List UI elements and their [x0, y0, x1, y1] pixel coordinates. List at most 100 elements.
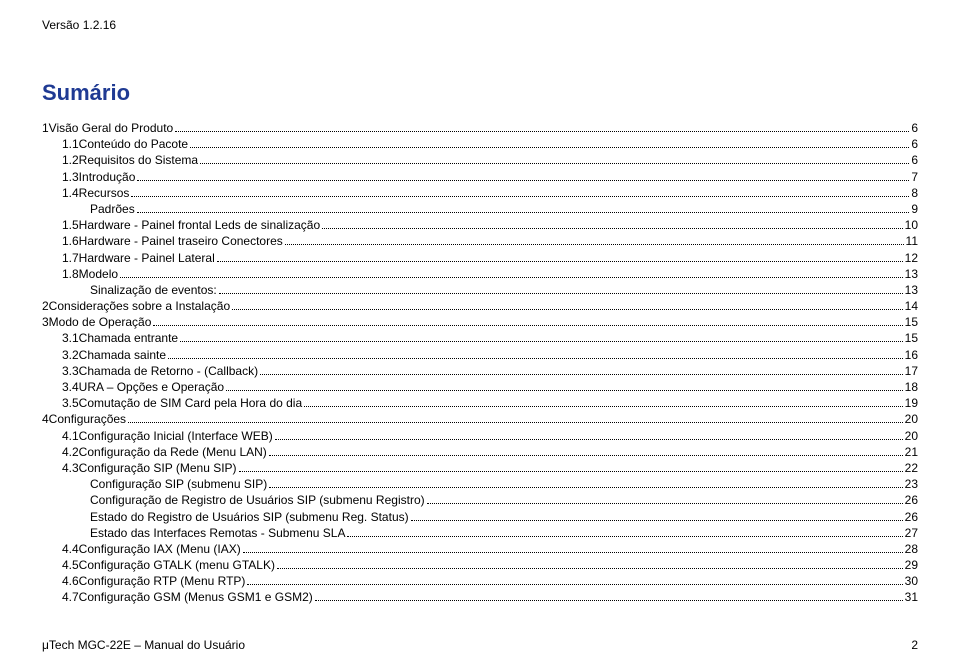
toc-label: 1.3Introdução [62, 169, 135, 185]
toc-label: Sinalização de eventos: [90, 282, 217, 298]
toc-dot-leader [277, 560, 903, 569]
toc-row: Sinalização de eventos: 13 [42, 282, 918, 298]
toc-dot-leader [411, 511, 903, 520]
toc-label: 4.3Configuração SIP (Menu SIP) [62, 460, 237, 476]
toc-row: Estado das Interfaces Remotas - Submenu … [42, 525, 918, 541]
toc-dot-leader [315, 592, 903, 601]
toc-row: 4.3Configuração SIP (Menu SIP) 22 [42, 460, 918, 476]
toc-label: 4.2Configuração da Rede (Menu LAN) [62, 444, 267, 460]
toc-dot-leader [269, 479, 902, 488]
toc-page-number: 31 [905, 589, 918, 605]
toc-page-number: 28 [905, 541, 918, 557]
toc-dot-leader [226, 382, 903, 391]
toc-dot-leader [180, 333, 903, 342]
toc-page-number: 22 [905, 460, 918, 476]
toc-label: 1.7Hardware - Painel Lateral [62, 250, 215, 266]
toc-page-number: 15 [905, 314, 918, 330]
toc-row: 1.1Conteúdo do Pacote 6 [42, 136, 918, 152]
toc-page-number: 27 [905, 525, 918, 541]
toc-label: 4.4Configuração IAX (Menu (IAX) [62, 541, 241, 557]
toc-dot-leader [285, 236, 904, 245]
toc-dot-leader [304, 398, 903, 407]
toc-label: 1.2Requisitos do Sistema [62, 152, 198, 168]
toc-page-number: 16 [905, 347, 918, 363]
toc-page-number: 13 [905, 282, 918, 298]
toc-row: 1.7Hardware - Painel Lateral 12 [42, 250, 918, 266]
toc-row: 3Modo de Operação 15 [42, 314, 918, 330]
table-of-contents: 1Visão Geral do Produto61.1Conteúdo do P… [42, 120, 918, 606]
toc-dot-leader [322, 220, 902, 229]
toc-row: 4.6Configuração RTP (Menu RTP)30 [42, 573, 918, 589]
toc-dot-leader [269, 446, 903, 455]
toc-page-number: 10 [905, 217, 918, 233]
toc-page-number: 18 [905, 379, 918, 395]
toc-dot-leader [219, 284, 903, 293]
toc-page-number: 6 [911, 152, 918, 168]
toc-row: 3.3Chamada de Retorno - (Callback)17 [42, 363, 918, 379]
toc-dot-leader [137, 204, 910, 213]
toc-row: 2Considerações sobre a Instalação 14 [42, 298, 918, 314]
toc-row: 4.7Configuração GSM (Menus GSM1 e GSM2) 3… [42, 589, 918, 605]
toc-dot-leader [260, 365, 903, 374]
toc-row: 1.2Requisitos do Sistema 6 [42, 152, 918, 168]
toc-dot-leader [427, 495, 903, 504]
toc-page-number: 6 [911, 136, 918, 152]
toc-dot-leader [120, 268, 903, 277]
toc-row: Estado do Registro de Usuários SIP (subm… [42, 509, 918, 525]
toc-page-number: 26 [905, 492, 918, 508]
toc-label: 1.1Conteúdo do Pacote [62, 136, 188, 152]
toc-dot-leader [239, 463, 903, 472]
toc-dot-leader [131, 187, 909, 196]
toc-row: 4.1Configuração Inicial (Interface WEB)2… [42, 428, 918, 444]
toc-label: 3Modo de Operação [42, 314, 151, 330]
toc-page-number: 7 [911, 169, 918, 185]
toc-page-number: 20 [905, 411, 918, 427]
toc-label: Padrões [90, 201, 135, 217]
toc-dot-leader [153, 317, 902, 326]
toc-label: 4.6Configuração RTP (Menu RTP) [62, 573, 245, 589]
toc-page-number: 21 [905, 444, 918, 460]
toc-page-number: 26 [905, 509, 918, 525]
toc-dot-leader [137, 171, 909, 180]
toc-dot-leader [243, 543, 903, 552]
toc-row: 1.3Introdução 7 [42, 169, 918, 185]
toc-dot-leader [168, 349, 903, 358]
toc-dot-leader [275, 430, 903, 439]
toc-row: 4.5Configuração GTALK (menu GTALK)29 [42, 557, 918, 573]
toc-row: 3.2Chamada sainte16 [42, 347, 918, 363]
toc-dot-leader [247, 576, 902, 585]
toc-title: Sumário [42, 80, 918, 106]
toc-page-number: 12 [905, 250, 918, 266]
toc-page-number: 8 [911, 185, 918, 201]
toc-label: 2Considerações sobre a Instalação [42, 298, 230, 314]
toc-page-number: 23 [905, 476, 918, 492]
toc-row: 1.4Recursos 8 [42, 185, 918, 201]
toc-row: 3.1Chamada entrante15 [42, 330, 918, 346]
toc-dot-leader [347, 527, 902, 536]
toc-label: 1.4Recursos [62, 185, 129, 201]
toc-row: 4Configurações 20 [42, 411, 918, 427]
toc-page-number: 20 [905, 428, 918, 444]
toc-label: 4.5Configuração GTALK (menu GTALK) [62, 557, 275, 573]
toc-page-number: 6 [911, 120, 918, 136]
toc-label: 3.3Chamada de Retorno - (Callback) [62, 363, 258, 379]
toc-label: Configuração SIP (submenu SIP) [90, 476, 267, 492]
toc-label: 4.7Configuração GSM (Menus GSM1 e GSM2) [62, 589, 313, 605]
toc-label: 4Configurações [42, 411, 126, 427]
toc-dot-leader [128, 414, 903, 423]
toc-row: 1.5Hardware - Painel frontal Leds de sin… [42, 217, 918, 233]
footer-page-number: 2 [911, 638, 918, 652]
toc-label: 1.6Hardware - Painel traseiro Conectores [62, 233, 283, 249]
document-page: Versão 1.2.16 Sumário 1Visão Geral do Pr… [0, 0, 960, 662]
toc-row: 1.8Modelo13 [42, 266, 918, 282]
toc-label: 3.5Comutação de SIM Card pela Hora do di… [62, 395, 302, 411]
toc-page-number: 14 [905, 298, 918, 314]
toc-row: Configuração SIP (submenu SIP) 23 [42, 476, 918, 492]
toc-row: Configuração de Registro de Usuários SIP… [42, 492, 918, 508]
toc-label: 1Visão Geral do Produto [42, 120, 173, 136]
toc-label: 1.5Hardware - Painel frontal Leds de sin… [62, 217, 320, 233]
toc-dot-leader [190, 139, 909, 148]
toc-dot-leader [200, 155, 909, 164]
version-line: Versão 1.2.16 [42, 18, 918, 32]
toc-label: Estado das Interfaces Remotas - Submenu … [90, 525, 345, 541]
